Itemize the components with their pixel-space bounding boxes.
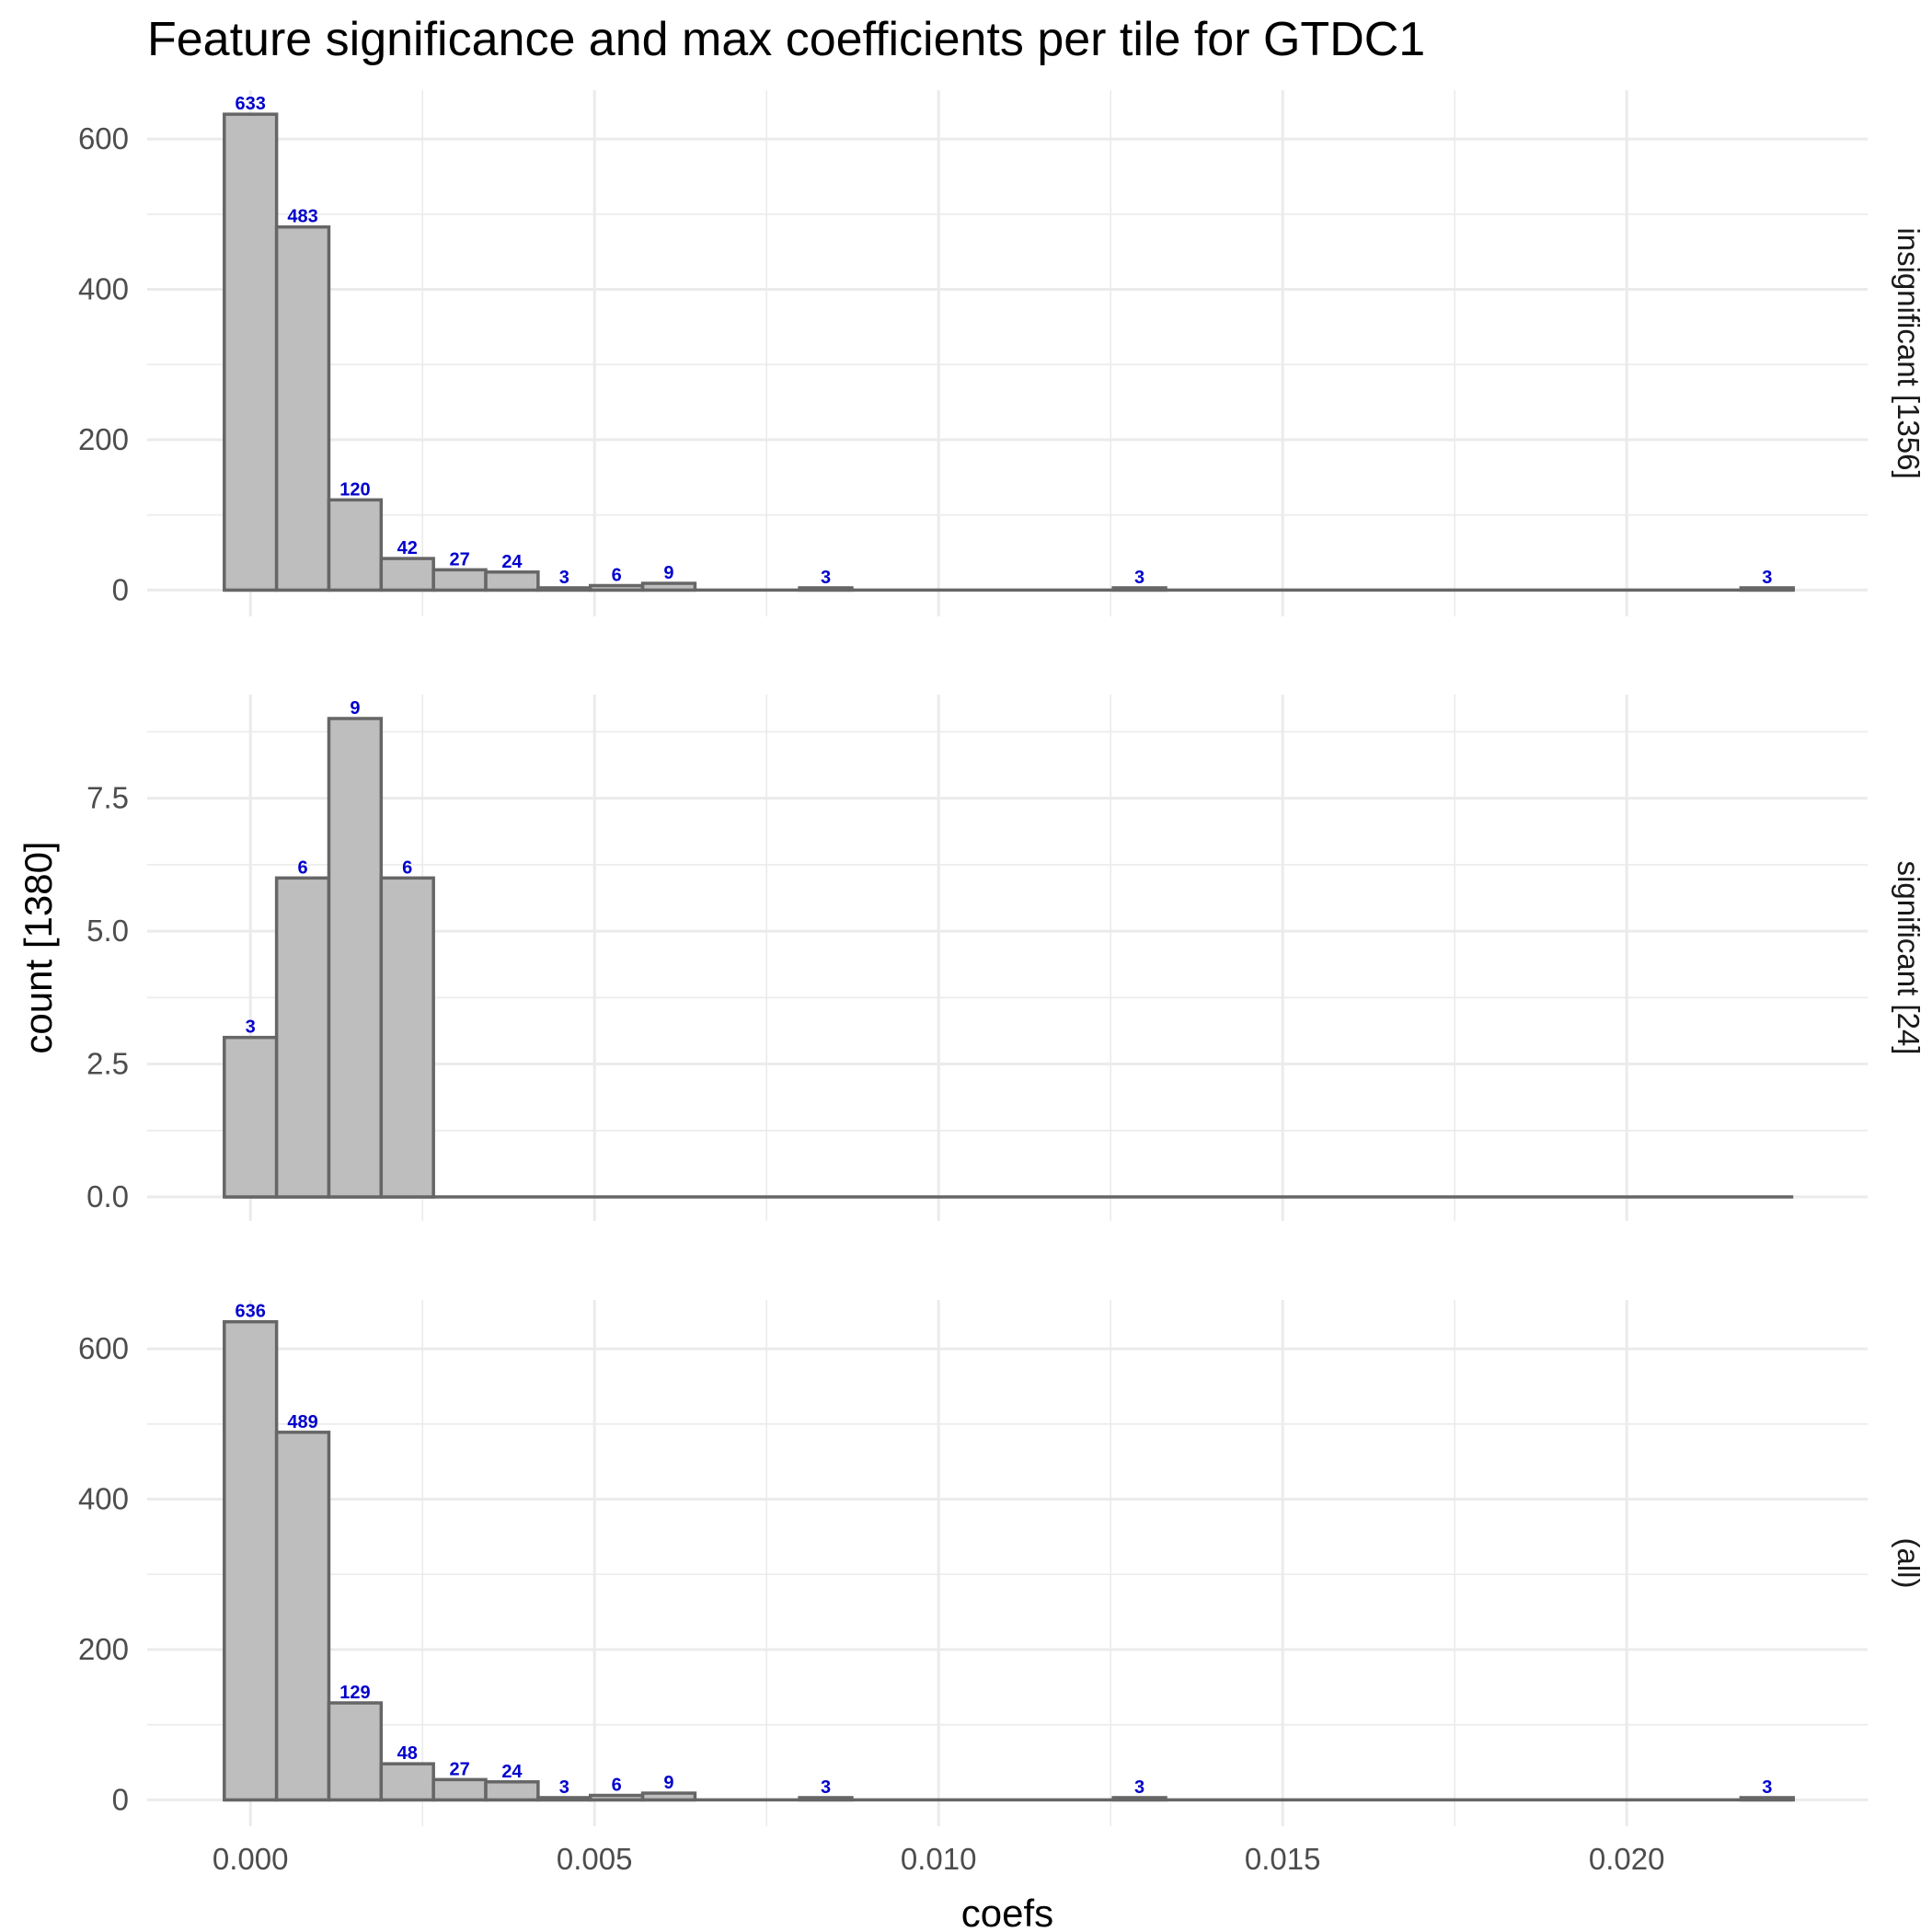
- bar-count-label: 24: [501, 552, 523, 572]
- y-axis-title: count [1380]: [17, 841, 60, 1053]
- histogram-bar: [1111, 586, 1167, 592]
- histogram-bar: [327, 1701, 384, 1802]
- histogram-bar: [431, 568, 488, 592]
- chart-title: Feature significance and max coefficient…: [147, 13, 1425, 66]
- bar-count-label: 3: [1762, 1777, 1772, 1798]
- histogram-bar: [798, 1796, 854, 1802]
- histogram-bar: [379, 876, 435, 1199]
- bar-count-label: 3: [1134, 1777, 1144, 1798]
- histogram-bar: [1111, 1796, 1167, 1802]
- histogram-bar: [484, 1780, 540, 1802]
- bar-count-label: 6: [297, 857, 307, 878]
- histogram-bar: [536, 1796, 592, 1802]
- bar-count-label: 633: [236, 94, 266, 114]
- y-tick-label: 400: [78, 272, 129, 306]
- bar-count-label: 129: [339, 1683, 370, 1703]
- histogram-bar: [588, 1793, 645, 1802]
- bar-count-label: 636: [236, 1302, 266, 1322]
- x-tick-label: 0.005: [557, 1842, 633, 1876]
- bar-count-label: 3: [821, 1777, 831, 1798]
- x-tick-label: 0.010: [901, 1842, 977, 1876]
- histogram-bar: [640, 1791, 697, 1802]
- bar-count-label: 120: [339, 479, 370, 500]
- bar-count-label: 3: [559, 568, 569, 588]
- x-axis: 0.000 0.005 0.010 0.015 0.020: [213, 1842, 1665, 1876]
- bar-count-label: 6: [612, 1775, 622, 1795]
- x-tick-label: 0.020: [1589, 1842, 1665, 1876]
- y-tick-label: 600: [78, 121, 129, 155]
- histogram-bar: [588, 583, 645, 592]
- bar-count-label: 489: [287, 1412, 317, 1432]
- histogram-bar: [274, 876, 331, 1199]
- facet-panel: 0.0 2.5 5.0 7.5 3 6 9 6 significant [24]: [86, 695, 1926, 1221]
- bar-count-label: 3: [1134, 568, 1144, 588]
- facet-strip-label: insignificant [1356]: [1892, 227, 1926, 478]
- facet-panel: 0 200 400 600 633 483 120 42 27 24 3 6 9 3 3 3 insignifi…: [78, 90, 1926, 616]
- y-tick-label: 0: [112, 1782, 129, 1816]
- bar-count-label: 483: [287, 207, 317, 227]
- bar-count-label: 9: [350, 698, 360, 719]
- facet-panel: 0 200 400 600 636 489 129 48 27 24 3 6 9 3 3 3 (all): [78, 1300, 1926, 1826]
- histogram-bar: [327, 717, 384, 1199]
- bar-count-label: 24: [501, 1762, 523, 1782]
- bar-count-label: 6: [402, 857, 412, 878]
- bar-count-label: 3: [246, 1018, 256, 1038]
- histogram-bar: [640, 581, 697, 592]
- histogram-bar: [1739, 586, 1795, 592]
- bar-count-label: 3: [559, 1777, 569, 1798]
- histogram-bar: [1739, 1796, 1795, 1802]
- bar-count-label: 3: [1762, 568, 1772, 588]
- bar-count-label: 48: [397, 1743, 418, 1764]
- histogram-bar: [274, 1431, 331, 1802]
- y-tick-label: 5.0: [86, 914, 129, 948]
- histogram-bar: [536, 586, 592, 592]
- histogram-bar: [274, 224, 331, 592]
- histogram-bar: [327, 498, 384, 592]
- bar-count-label: 42: [397, 538, 418, 558]
- bar-count-label: 6: [612, 565, 622, 585]
- bar-count-label: 27: [449, 1759, 469, 1779]
- y-tick-label: 0.0: [86, 1179, 129, 1213]
- bar-count-label: 9: [663, 563, 673, 583]
- x-tick-label: 0.015: [1245, 1842, 1321, 1876]
- x-tick-label: 0.000: [213, 1842, 289, 1876]
- histogram-bar: [431, 1777, 488, 1802]
- histogram-bar: [223, 1319, 279, 1802]
- bar-count-label: 9: [663, 1773, 673, 1793]
- y-tick-label: 0: [112, 572, 129, 606]
- facet-strip-label: significant [24]: [1892, 861, 1926, 1055]
- bar-count-label: 27: [449, 549, 469, 569]
- y-tick-label: 400: [78, 1482, 129, 1516]
- y-tick-label: 200: [78, 422, 129, 456]
- y-tick-label: 7.5: [86, 781, 129, 815]
- y-tick-label: 200: [78, 1632, 129, 1666]
- y-tick-label: 2.5: [86, 1047, 129, 1081]
- histogram-bar: [484, 570, 540, 592]
- histogram-bar: [223, 112, 279, 592]
- histogram-bar: [379, 1762, 435, 1802]
- histogram-bar: [798, 586, 854, 592]
- y-tick-label: 600: [78, 1331, 129, 1365]
- facet-strip-label: (all): [1892, 1538, 1926, 1589]
- histogram-bar: [379, 557, 435, 592]
- bar-count-label: 3: [821, 568, 831, 588]
- x-axis-title: coefs: [961, 1892, 1053, 1932]
- histogram-bar: [223, 1035, 279, 1199]
